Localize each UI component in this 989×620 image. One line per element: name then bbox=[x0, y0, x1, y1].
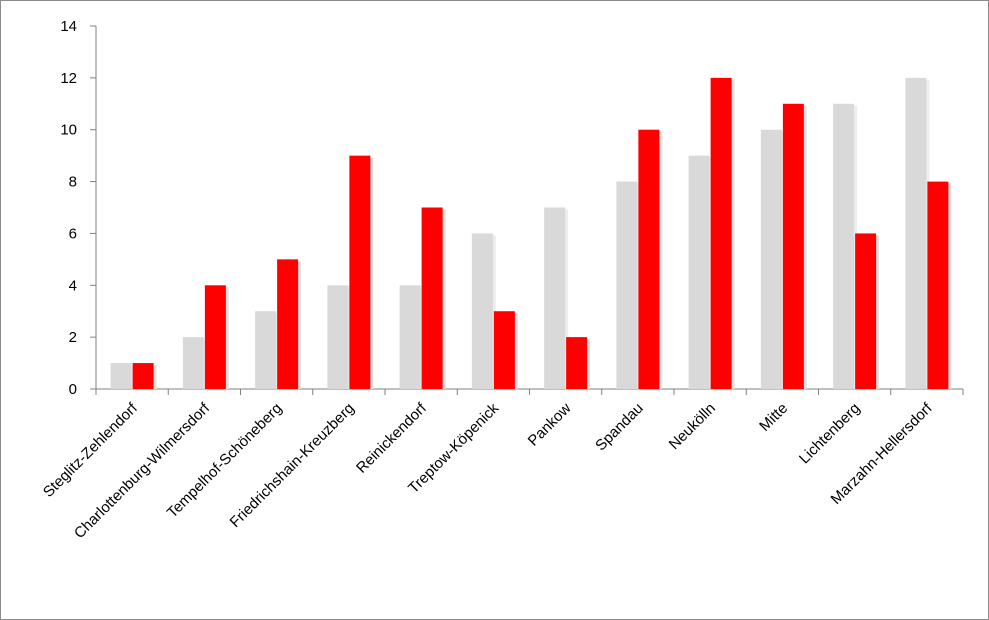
bar-series-2 bbox=[277, 259, 299, 389]
bar-series-2 bbox=[132, 363, 154, 389]
x-category-label: Mitte bbox=[756, 400, 791, 435]
bar-series-2 bbox=[927, 181, 949, 389]
bar-series-1 bbox=[110, 363, 132, 389]
y-tick-label: 4 bbox=[69, 277, 77, 294]
bar-series-1 bbox=[688, 155, 710, 389]
bar-series-1 bbox=[616, 181, 638, 389]
y-tick-label: 12 bbox=[60, 70, 77, 87]
x-category-label: Reinickendorf bbox=[353, 399, 430, 476]
y-tick-label: 10 bbox=[60, 122, 77, 139]
bar-series-1 bbox=[760, 129, 782, 389]
bar-series-1 bbox=[833, 103, 855, 390]
bar-series-1 bbox=[255, 311, 277, 389]
x-category-label: Spandau bbox=[592, 400, 646, 454]
bar-series-2 bbox=[204, 285, 226, 389]
bar-series-2 bbox=[421, 207, 443, 389]
bar-series-2 bbox=[638, 129, 660, 389]
y-tick-label: 6 bbox=[69, 225, 77, 242]
bar-series-1 bbox=[327, 285, 349, 389]
x-category-label: Lichtenberg bbox=[796, 400, 863, 467]
bar-series-1 bbox=[182, 337, 204, 389]
x-category-label: Pankow bbox=[525, 400, 575, 450]
bar-series-2 bbox=[710, 77, 732, 389]
bar-series-2 bbox=[493, 311, 515, 389]
y-tick-label: 2 bbox=[69, 329, 77, 346]
bar-series-2 bbox=[349, 155, 371, 389]
bar-series-2 bbox=[566, 337, 588, 389]
y-tick-label: 14 bbox=[60, 18, 77, 35]
bar-series-1 bbox=[399, 285, 421, 389]
bar-series-2 bbox=[782, 103, 804, 390]
y-axis: 0 2 4 6 8 10 12 14 bbox=[60, 18, 97, 398]
category-labels: Steglitz-ZehlendorfCharlottenburg-Wilmer… bbox=[40, 399, 936, 542]
y-tick-label: 8 bbox=[69, 174, 77, 191]
bar-series-1 bbox=[905, 77, 927, 389]
x-axis bbox=[95, 388, 964, 395]
bar-series-2 bbox=[855, 233, 877, 389]
x-category-label: Friedrichshain-Kreuzberg bbox=[227, 400, 358, 531]
bar-series-1 bbox=[471, 233, 493, 389]
x-category-label: Charlottenburg-Wilmersdorf bbox=[71, 399, 214, 542]
bars bbox=[110, 77, 952, 390]
x-category-label: Neukölln bbox=[666, 400, 719, 453]
y-tick-label: 0 bbox=[69, 381, 77, 398]
bar-series-1 bbox=[544, 207, 566, 389]
